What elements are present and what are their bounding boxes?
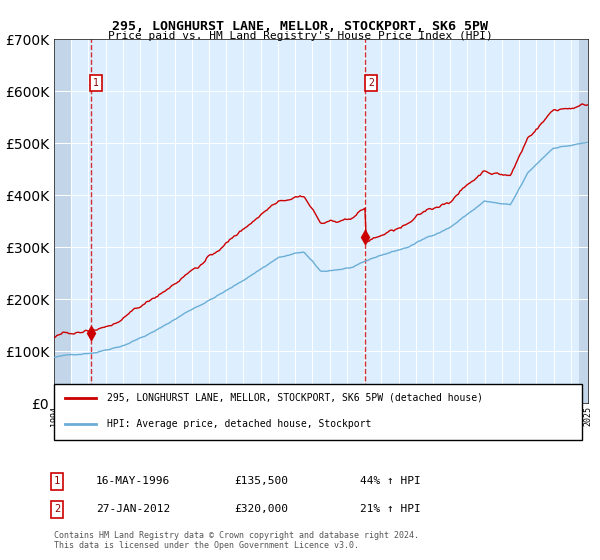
FancyBboxPatch shape [54, 384, 582, 440]
Text: £135,500: £135,500 [234, 477, 288, 487]
Text: 1: 1 [93, 78, 99, 88]
Text: £320,000: £320,000 [234, 505, 288, 515]
Text: 44% ↑ HPI: 44% ↑ HPI [360, 477, 421, 487]
Bar [54, 39, 71, 403]
Bar [580, 39, 588, 403]
Text: 2: 2 [54, 505, 60, 515]
Text: 1: 1 [54, 477, 60, 487]
Text: HPI: Average price, detached house, Stockport: HPI: Average price, detached house, Stoc… [107, 419, 371, 429]
Text: Price paid vs. HM Land Registry's House Price Index (HPI): Price paid vs. HM Land Registry's House … [107, 31, 493, 41]
Text: 16-MAY-1996: 16-MAY-1996 [96, 477, 170, 487]
Text: 27-JAN-2012: 27-JAN-2012 [96, 505, 170, 515]
Text: 295, LONGHURST LANE, MELLOR, STOCKPORT, SK6 5PW (detached house): 295, LONGHURST LANE, MELLOR, STOCKPORT, … [107, 393, 483, 403]
Text: 295, LONGHURST LANE, MELLOR, STOCKPORT, SK6 5PW: 295, LONGHURST LANE, MELLOR, STOCKPORT, … [112, 20, 488, 32]
Text: Contains HM Land Registry data © Crown copyright and database right 2024.
This d: Contains HM Land Registry data © Crown c… [54, 530, 419, 550]
Text: 21% ↑ HPI: 21% ↑ HPI [360, 505, 421, 515]
Text: 2: 2 [368, 78, 374, 88]
